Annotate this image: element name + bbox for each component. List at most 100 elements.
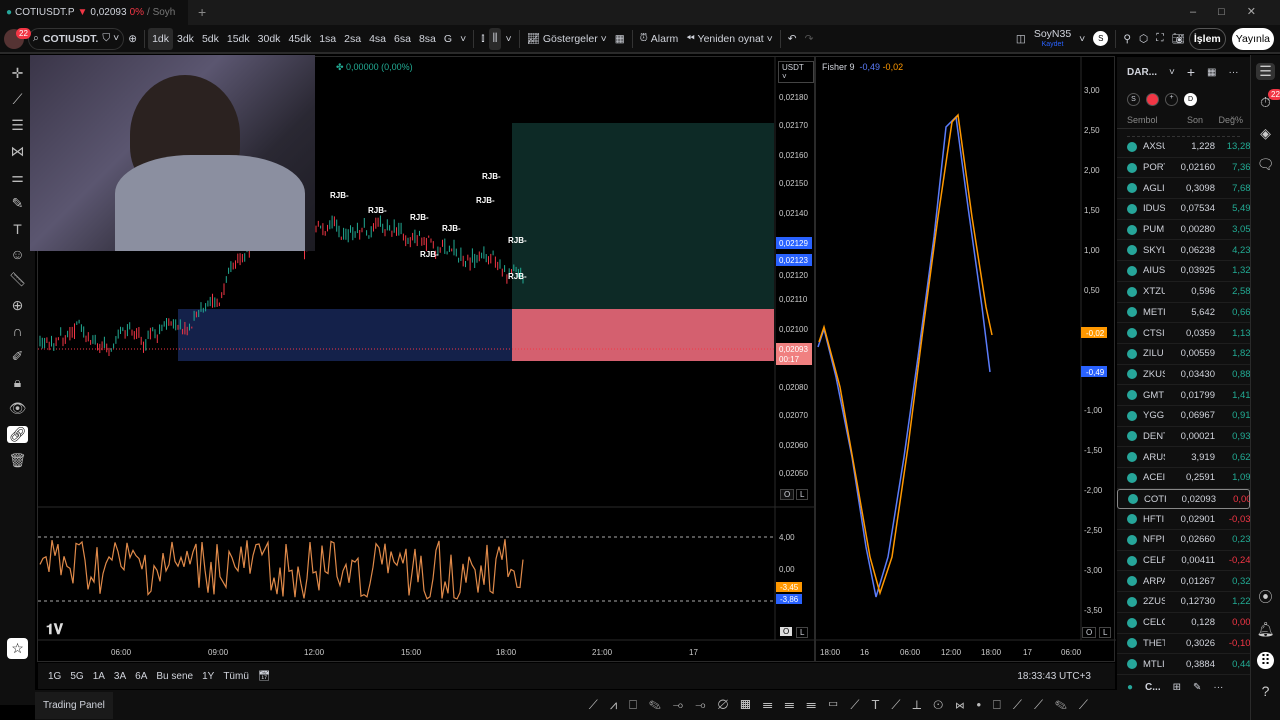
apps-icon[interactable]: ⠿ xyxy=(1257,652,1274,669)
more-icon[interactable]: ··· xyxy=(1228,66,1239,78)
replay-button[interactable]: ⏪︎ Yeniden oynat ˅ xyxy=(686,32,773,45)
chat-icon[interactable]: 🗨︎ xyxy=(1256,156,1275,172)
interval-G[interactable]: G xyxy=(443,32,453,45)
indicators-button[interactable]: 📈︎ Göstergeler ˅ xyxy=(526,32,607,46)
link-icon[interactable]: 🔗︎ xyxy=(6,426,29,443)
watchlist-row[interactable]: AXSU 1,228 13,28% xyxy=(1117,137,1259,158)
o-button[interactable]: O xyxy=(780,489,795,500)
text-icon[interactable]: T xyxy=(13,221,22,237)
range-6[interactable]: 1Y xyxy=(202,670,215,682)
col-last[interactable]: Son xyxy=(1186,114,1203,125)
bell-icon[interactable]: 🔔︎ xyxy=(1256,621,1275,637)
watchlist-row[interactable]: XTZU 0,596 2,58% xyxy=(1117,282,1259,303)
feed-icon[interactable]: ⦿ xyxy=(1258,589,1273,605)
chart-tab[interactable]: ● COTIUSDT.P ▼ 0,02093 0% / Soyh xyxy=(0,0,188,25)
fisher-pane[interactable]: 3,00 2,50 2,00 1,50 1,00 0,50 -1,00 -1,50 -2,00 -… xyxy=(815,56,1116,663)
watchlist-row[interactable]: GMT 0,01799 1,41% xyxy=(1117,385,1259,406)
help-icon[interactable]: ? xyxy=(1261,683,1270,699)
calendar-icon[interactable]: 📅︎ xyxy=(257,670,271,682)
watchlist-title[interactable]: DAR... xyxy=(1127,66,1157,78)
watchlist-row[interactable]: ZILU 0,00559 1,82% xyxy=(1117,344,1259,365)
range-4[interactable]: 6A xyxy=(135,670,148,682)
watchlist-row[interactable]: ZKUS 0,03430 0,88% xyxy=(1117,365,1259,386)
horizontal-lines-icon[interactable]: ☰ xyxy=(11,117,24,133)
watchlist-row[interactable]: ARUS 3,919 0,62% xyxy=(1117,447,1259,468)
chevron-down-icon[interactable]: ˅ xyxy=(460,32,467,45)
fisher-canvas[interactable]: 3,00 2,50 2,00 1,50 1,00 0,50 -1,00 -1,50 -2,00 -… xyxy=(816,57,1116,663)
range-3[interactable]: 3A xyxy=(113,670,127,682)
trade-button[interactable]: İşlem xyxy=(1188,27,1226,50)
pattern-icon[interactable]: ⋈ xyxy=(10,143,25,159)
watchlist-row[interactable]: SKYL 0,06238 4,23% xyxy=(1117,240,1259,262)
filter-plus[interactable]: + xyxy=(1165,92,1178,106)
new-tab-button[interactable]: + xyxy=(198,4,207,20)
trading-panel-tab[interactable]: Trading Panel xyxy=(35,691,113,719)
interval-5dk[interactable]: 5dk xyxy=(201,32,219,45)
col-symbol[interactable]: Sembol xyxy=(1127,114,1158,125)
range-5[interactable]: Bu sene xyxy=(156,670,194,682)
watchlist-row[interactable]: ACEI 0,2591 1,09% xyxy=(1117,468,1259,489)
watchlist-row[interactable]: 2ZUS 0,12730 1,22% xyxy=(1117,592,1259,613)
alarm-button[interactable]: ⏰︎ Alarm xyxy=(636,28,683,50)
currency-select[interactable]: USDT ˅ xyxy=(778,61,814,83)
fullscreen-icon[interactable]: ⛶ xyxy=(1156,32,1164,44)
brush-icon[interactable]: ✎ xyxy=(11,195,24,211)
range-1[interactable]: 5G xyxy=(70,670,84,682)
layers-icon[interactable]: ◈ xyxy=(1260,125,1271,141)
user-avatar[interactable]: 22 xyxy=(0,27,31,50)
interval-6sa[interactable]: 6sa xyxy=(394,32,411,45)
bar-style-icon[interactable]: ⫾ xyxy=(481,32,485,44)
log-button-2[interactable]: L xyxy=(796,627,809,638)
compare-button[interactable]: ⊕ xyxy=(128,32,138,45)
emoji-icon[interactable]: ☺ xyxy=(10,246,25,262)
watchlist-row[interactable]: CTSI 0,0359 1,13% xyxy=(1117,323,1259,344)
drawing-tools-row[interactable]: ⟋⩘⎕✎⊸⊸⌀▦☰☰☰▭⟋T⟋⊥⊙⋈•⎕⟋⟋✎⟋ xyxy=(588,697,1100,712)
watchlist-row[interactable]: THET 0,3026 -0,10% xyxy=(1117,634,1259,655)
watchlist-row[interactable]: AIUS 0,03925 1,32% xyxy=(1117,261,1259,282)
watchlist-row[interactable]: CELO 0,128 0,00% xyxy=(1117,613,1259,634)
watchlist-row[interactable]: PORT 0,02160 7,36% xyxy=(1117,158,1259,179)
footer-symbol[interactable]: C... xyxy=(1145,681,1161,693)
interval-4sa[interactable]: 4sa xyxy=(369,32,387,45)
interval-1dk[interactable]: 1dk xyxy=(148,27,173,50)
table-icon[interactable]: ▦ xyxy=(1207,66,1217,78)
filter-d[interactable]: D xyxy=(1184,92,1197,106)
favorites-icon[interactable]: ☆ xyxy=(7,638,28,659)
watchlist-row[interactable]: AGLI 0,3098 7,68% xyxy=(1117,178,1259,200)
watchlist-row[interactable]: NFPI 0,02660 0,23% xyxy=(1117,530,1259,551)
interval-1sa[interactable]: 1sa xyxy=(319,32,337,45)
fib-icon[interactable]: ⚌ xyxy=(11,169,24,185)
range-7[interactable]: Tümü xyxy=(223,670,249,682)
crosshair-icon[interactable]: ✛ xyxy=(11,65,24,81)
col-change[interactable]: Değ% xyxy=(1218,114,1243,125)
interval-15dk[interactable]: 15dk xyxy=(226,32,250,45)
ruler-icon[interactable]: 📏︎ xyxy=(8,271,27,287)
pencil-lock-icon[interactable]: ✐ xyxy=(11,348,24,364)
layout-avatar[interactable]: S xyxy=(1089,28,1112,50)
quick-search-icon[interactable]: ⚲ xyxy=(1123,32,1132,45)
magnet-icon[interactable]: ∩ xyxy=(12,323,23,339)
log-button[interactable]: L xyxy=(796,489,809,500)
alerts-icon[interactable]: ⏱︎ 22 xyxy=(1260,89,1280,111)
add-symbol-icon[interactable]: + xyxy=(1186,64,1196,80)
edit-icon[interactable]: ✎ xyxy=(1193,681,1202,693)
trash-icon[interactable]: 🗑︎ xyxy=(8,452,27,468)
interval-3dk[interactable]: 3dk xyxy=(177,32,194,45)
range-0[interactable]: 1G xyxy=(48,670,62,682)
lock-icon[interactable]: 🔒︎ xyxy=(13,374,22,390)
undo-icon[interactable]: ↶ xyxy=(787,32,797,45)
watchlist-row[interactable]: METI 5,642 0,66% xyxy=(1117,303,1259,324)
o-button-2[interactable]: O xyxy=(780,627,793,636)
redo-icon[interactable]: ↷ xyxy=(804,32,814,45)
watchlist-row[interactable]: HFTI 0,02901 -0,03% xyxy=(1117,509,1259,531)
watchlist-row[interactable]: COTI 0,02093 0,00% xyxy=(1117,488,1260,510)
watchlist-row[interactable]: DENT 0,00021 0,93% xyxy=(1117,427,1259,448)
layout-name-button[interactable]: SoyN35 Kaydet xyxy=(1030,26,1075,52)
watchlist-row[interactable]: PUM 0,00280 3,05% xyxy=(1117,220,1259,241)
interval-45dk[interactable]: 45dk xyxy=(288,32,312,45)
eye-icon[interactable]: 👁︎ xyxy=(8,400,27,416)
layouts-icon[interactable]: ▦ xyxy=(614,32,625,45)
watchlist-row[interactable]: ARPA 0,01267 0,32% xyxy=(1117,571,1259,593)
fisher-l-button[interactable]: L xyxy=(1099,627,1112,638)
filter-s[interactable]: S xyxy=(1127,92,1140,106)
